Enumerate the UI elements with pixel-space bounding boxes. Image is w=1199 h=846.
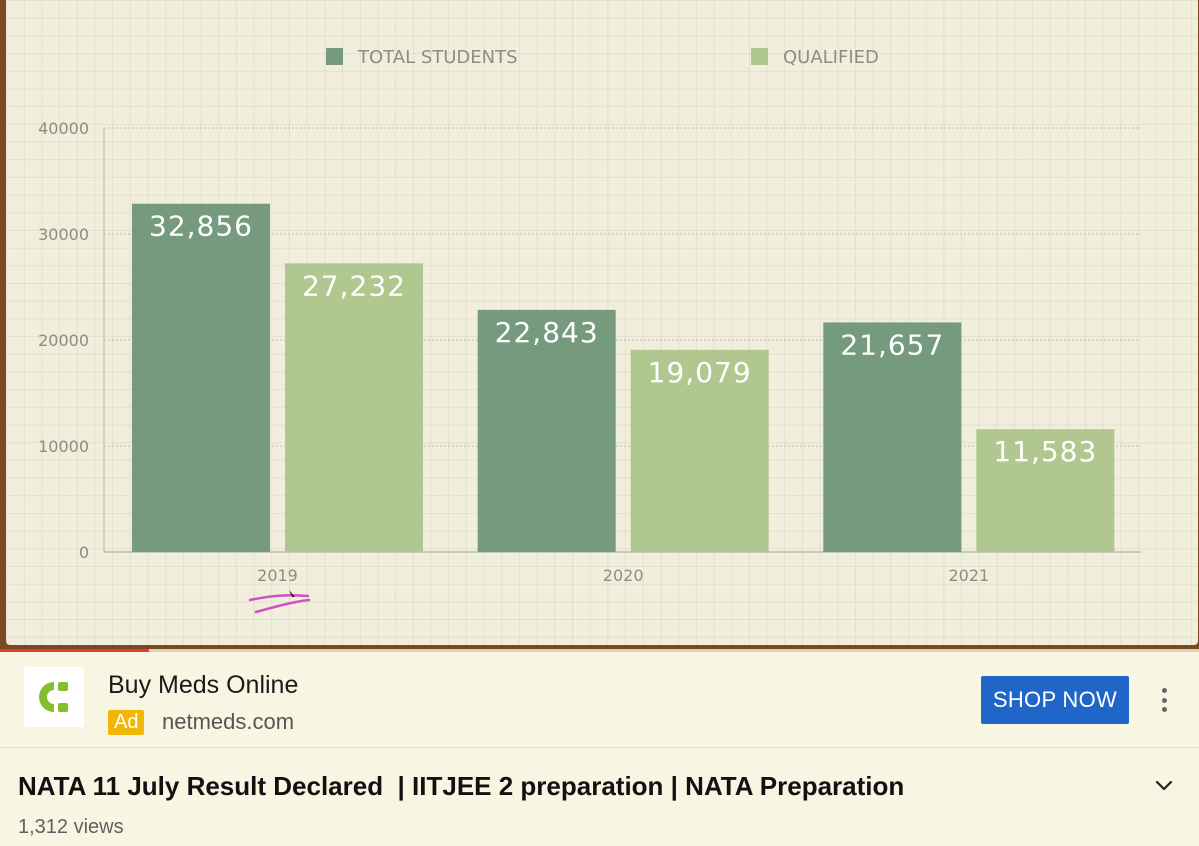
legend-swatch: [751, 48, 768, 65]
y-tick-label: 10000: [38, 437, 89, 456]
y-axis: 0 10000 20000 30000 40000: [38, 119, 1141, 562]
slide-board: TOTAL STUDENTS QUALIFIED 0 10000 20000 30000…: [6, 0, 1198, 645]
chart-legend: TOTAL STUDENTS QUALIFIED: [326, 47, 879, 68]
video-title[interactable]: NATA 11 July Result Declared | IITJEE 2 …: [18, 771, 905, 801]
legend-swatch: [326, 48, 343, 65]
data-label: 19,079: [648, 356, 752, 389]
netmeds-logo-icon: [24, 667, 84, 727]
video-progress-bar[interactable]: [0, 649, 1199, 652]
ad-badge: Ad: [108, 710, 145, 735]
more-options-icon[interactable]: [1150, 685, 1178, 715]
data-label: 22,843: [495, 316, 599, 349]
bar-qualified-2021: [976, 429, 1115, 552]
bar-qualified-2019: [285, 263, 423, 552]
bar-total-students-2020: [477, 309, 616, 552]
legend-label: TOTAL STUDENTS: [357, 47, 518, 68]
data-label: 11,583: [993, 435, 1097, 468]
y-tick-label: 30000: [38, 225, 89, 244]
video-progress-fill: [0, 649, 149, 652]
y-tick-label: 20000: [38, 331, 89, 350]
x-tick-label: 2020: [603, 566, 644, 585]
x-tick-label: 2019: [257, 566, 298, 585]
bar-chart: TOTAL STUDENTS QUALIFIED 0 10000 20000 30000…: [38, 47, 1141, 614]
pen-annotation: [248, 590, 311, 614]
shop-now-button[interactable]: SHOP NOW: [981, 676, 1129, 724]
x-axis: 2019 2020 2021: [257, 566, 989, 585]
video-info[interactable]: NATA 11 July Result Declared | IITJEE 2 …: [0, 749, 1199, 846]
data-label: 27,232: [302, 269, 406, 302]
bar-total-students-2019: [132, 203, 270, 553]
data-label: 32,856: [149, 210, 253, 243]
bar-total-students-2021: [823, 322, 962, 552]
ad-domain[interactable]: netmeds.com: [162, 709, 295, 734]
y-tick-label: 40000: [38, 119, 89, 138]
view-count: 1,312 views: [18, 816, 124, 838]
y-tick-label: 0: [79, 543, 89, 562]
ad-banner[interactable]: Buy Meds Online Ad netmeds.com SHOP NOW: [0, 653, 1199, 748]
ad-title[interactable]: Buy Meds Online: [108, 671, 299, 699]
x-tick-label: 2021: [948, 566, 989, 585]
legend-label: QUALIFIED: [783, 47, 879, 68]
bar-qualified-2020: [630, 349, 769, 552]
bars: 32,856 27,232 22,843 19,079 21,657 11,583: [132, 203, 1115, 553]
chevron-down-icon[interactable]: [1150, 775, 1178, 797]
video-player[interactable]: TOTAL STUDENTS QUALIFIED 0 10000 20000 30000…: [0, 0, 1199, 652]
data-label: 21,657: [840, 328, 944, 361]
